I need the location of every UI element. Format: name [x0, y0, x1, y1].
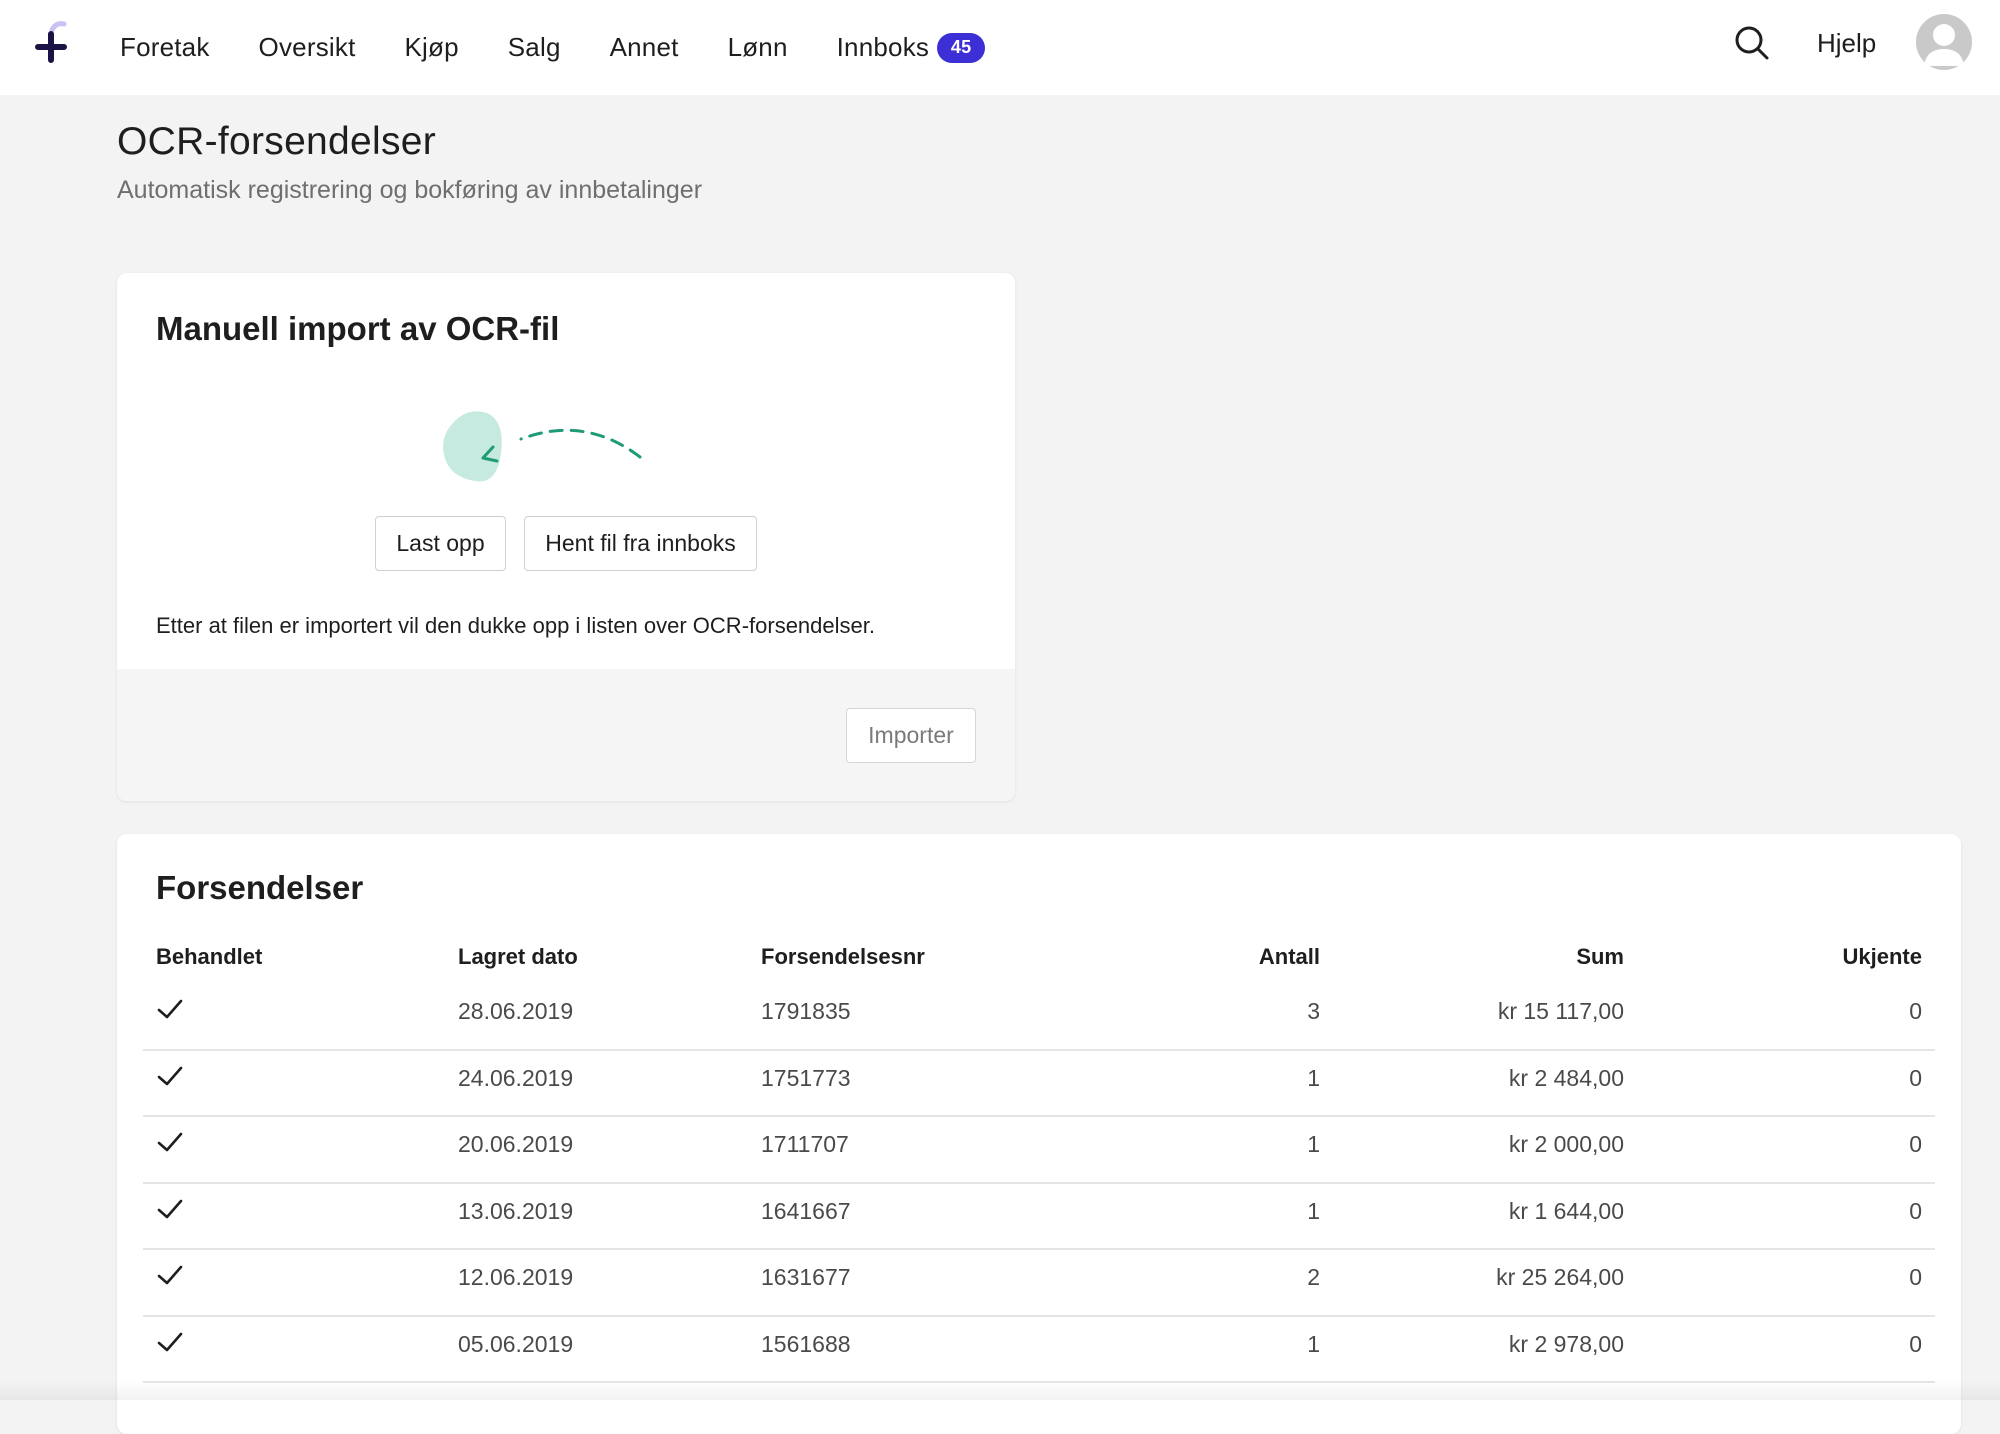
table-row[interactable]: 20.06.2019 1711707 1 kr 2 000,00 0	[143, 1117, 1935, 1184]
import-card-title: Manuell import av OCR-fil	[156, 310, 560, 347]
nav-item-salg[interactable]: Salg	[507, 32, 561, 62]
shipments-card: Forsendelser Behandlet Lagret dato Forse…	[117, 834, 1961, 1434]
row-count: 1	[1307, 1064, 1320, 1091]
row-shipment-number: 1641667	[761, 1197, 851, 1224]
processed-check-icon	[156, 1262, 184, 1288]
row-date: 05.06.2019	[458, 1330, 574, 1357]
upload-button[interactable]: Last opp	[375, 516, 506, 571]
person-icon	[1924, 24, 1964, 66]
import-help-text: Etter at filen er importert vil den dukk…	[156, 613, 875, 638]
row-date: 28.06.2019	[458, 998, 574, 1024]
table-row[interactable]: 05.06.2019 1561688 1 kr 2 978,00 0	[143, 1317, 1935, 1383]
row-count: 1	[1307, 1131, 1320, 1157]
table-row[interactable]: 12.06.2019 1631677 2 kr 25 264,00 0	[143, 1250, 1935, 1317]
help-link[interactable]: Hjelp	[1817, 28, 1877, 58]
column-header-sum[interactable]: Sum	[1576, 944, 1624, 969]
column-header-antall[interactable]: Antall	[1258, 944, 1320, 969]
row-sum: kr 15 117,00	[1497, 998, 1624, 1024]
row-shipment-number: 1791835	[761, 998, 851, 1024]
processed-check-icon	[156, 1129, 184, 1155]
processed-check-icon	[156, 996, 184, 1022]
table-row[interactable]: 24.06.2019 1751773 1 kr 2 484,00 0	[143, 1051, 1935, 1117]
row-count: 3	[1307, 998, 1320, 1024]
fetch-from-inbox-button[interactable]: Hent fil fra innboks	[524, 516, 757, 571]
manual-import-card: Manuell import av OCR-fil Last opp Hent …	[117, 273, 1015, 801]
row-sum: kr 2 484,00	[1508, 1064, 1624, 1091]
nav-item-innboks[interactable]: Innboks 45	[836, 32, 986, 63]
row-sum: kr 2 978,00	[1508, 1330, 1624, 1357]
processed-check-icon	[156, 1196, 184, 1222]
row-shipment-number: 1751773	[761, 1064, 851, 1091]
row-shipment-number: 1561688	[761, 1330, 851, 1357]
table-row[interactable]: 28.06.2019 1791835 3 kr 15 117,00 0	[143, 984, 1935, 1051]
row-shipment-number: 1631677	[761, 1264, 851, 1290]
row-unknown: 0	[1909, 1064, 1922, 1091]
import-card-footer: Importer	[117, 669, 1015, 801]
nav-item-kjop[interactable]: Kjøp	[404, 32, 459, 62]
user-avatar[interactable]	[1916, 14, 1972, 70]
row-date: 24.06.2019	[458, 1064, 574, 1091]
row-unknown: 0	[1909, 1264, 1922, 1290]
main-nav: Foretak Oversikt Kjøp Salg Annet Lønn In…	[120, 0, 1034, 95]
import-button[interactable]: Importer	[846, 708, 976, 763]
row-date: 13.06.2019	[458, 1197, 574, 1224]
row-date: 20.06.2019	[458, 1131, 574, 1157]
processed-check-icon	[156, 1329, 184, 1355]
search-icon[interactable]	[1733, 23, 1771, 63]
row-date: 12.06.2019	[458, 1264, 574, 1290]
table-row[interactable]: 13.06.2019 1641667 1 kr 1 644,00 0	[143, 1184, 1935, 1250]
nav-item-lonn[interactable]: Lønn	[727, 32, 788, 62]
column-header-lagret-dato[interactable]: Lagret dato	[458, 944, 578, 969]
column-header-behandlet[interactable]: Behandlet	[156, 944, 263, 969]
nav-item-oversikt[interactable]: Oversikt	[258, 32, 356, 62]
page-title: OCR-forsendelser	[117, 120, 437, 163]
row-count: 1	[1307, 1330, 1320, 1357]
shipments-title: Forsendelser	[156, 869, 364, 906]
top-navigation: Foretak Oversikt Kjøp Salg Annet Lønn In…	[0, 0, 2000, 95]
row-sum: kr 1 644,00	[1508, 1197, 1624, 1224]
table-header: Behandlet Lagret dato Forsendelsesnr Ant…	[156, 944, 1922, 980]
inbox-count-badge: 45	[937, 32, 986, 63]
row-shipment-number: 1711707	[761, 1131, 849, 1157]
nav-item-foretak[interactable]: Foretak	[120, 32, 210, 62]
processed-check-icon	[156, 1063, 184, 1089]
nav-item-annet[interactable]: Annet	[609, 32, 679, 62]
row-unknown: 0	[1909, 1197, 1922, 1224]
row-unknown: 0	[1909, 1131, 1922, 1157]
upload-arrow-illustration	[443, 411, 642, 482]
column-header-forsendelsesnr[interactable]: Forsendelsesnr	[761, 944, 925, 969]
nav-item-innboks-label: Innboks	[836, 32, 930, 62]
row-sum: kr 25 264,00	[1496, 1264, 1624, 1290]
row-unknown: 0	[1909, 998, 1922, 1024]
page-subtitle: Automatisk registrering og bokføring av …	[117, 176, 703, 204]
row-unknown: 0	[1909, 1330, 1922, 1357]
row-count: 1	[1307, 1197, 1320, 1224]
row-sum: kr 2 000,00	[1508, 1131, 1624, 1157]
row-count: 2	[1307, 1264, 1320, 1290]
table-body: 28.06.2019 1791835 3 kr 15 117,00 0 24.0…	[143, 984, 1935, 1383]
scroll-fade	[0, 1380, 2000, 1400]
column-header-ukjente[interactable]: Ukjente	[1842, 944, 1922, 969]
plus-logo[interactable]	[30, 20, 72, 66]
